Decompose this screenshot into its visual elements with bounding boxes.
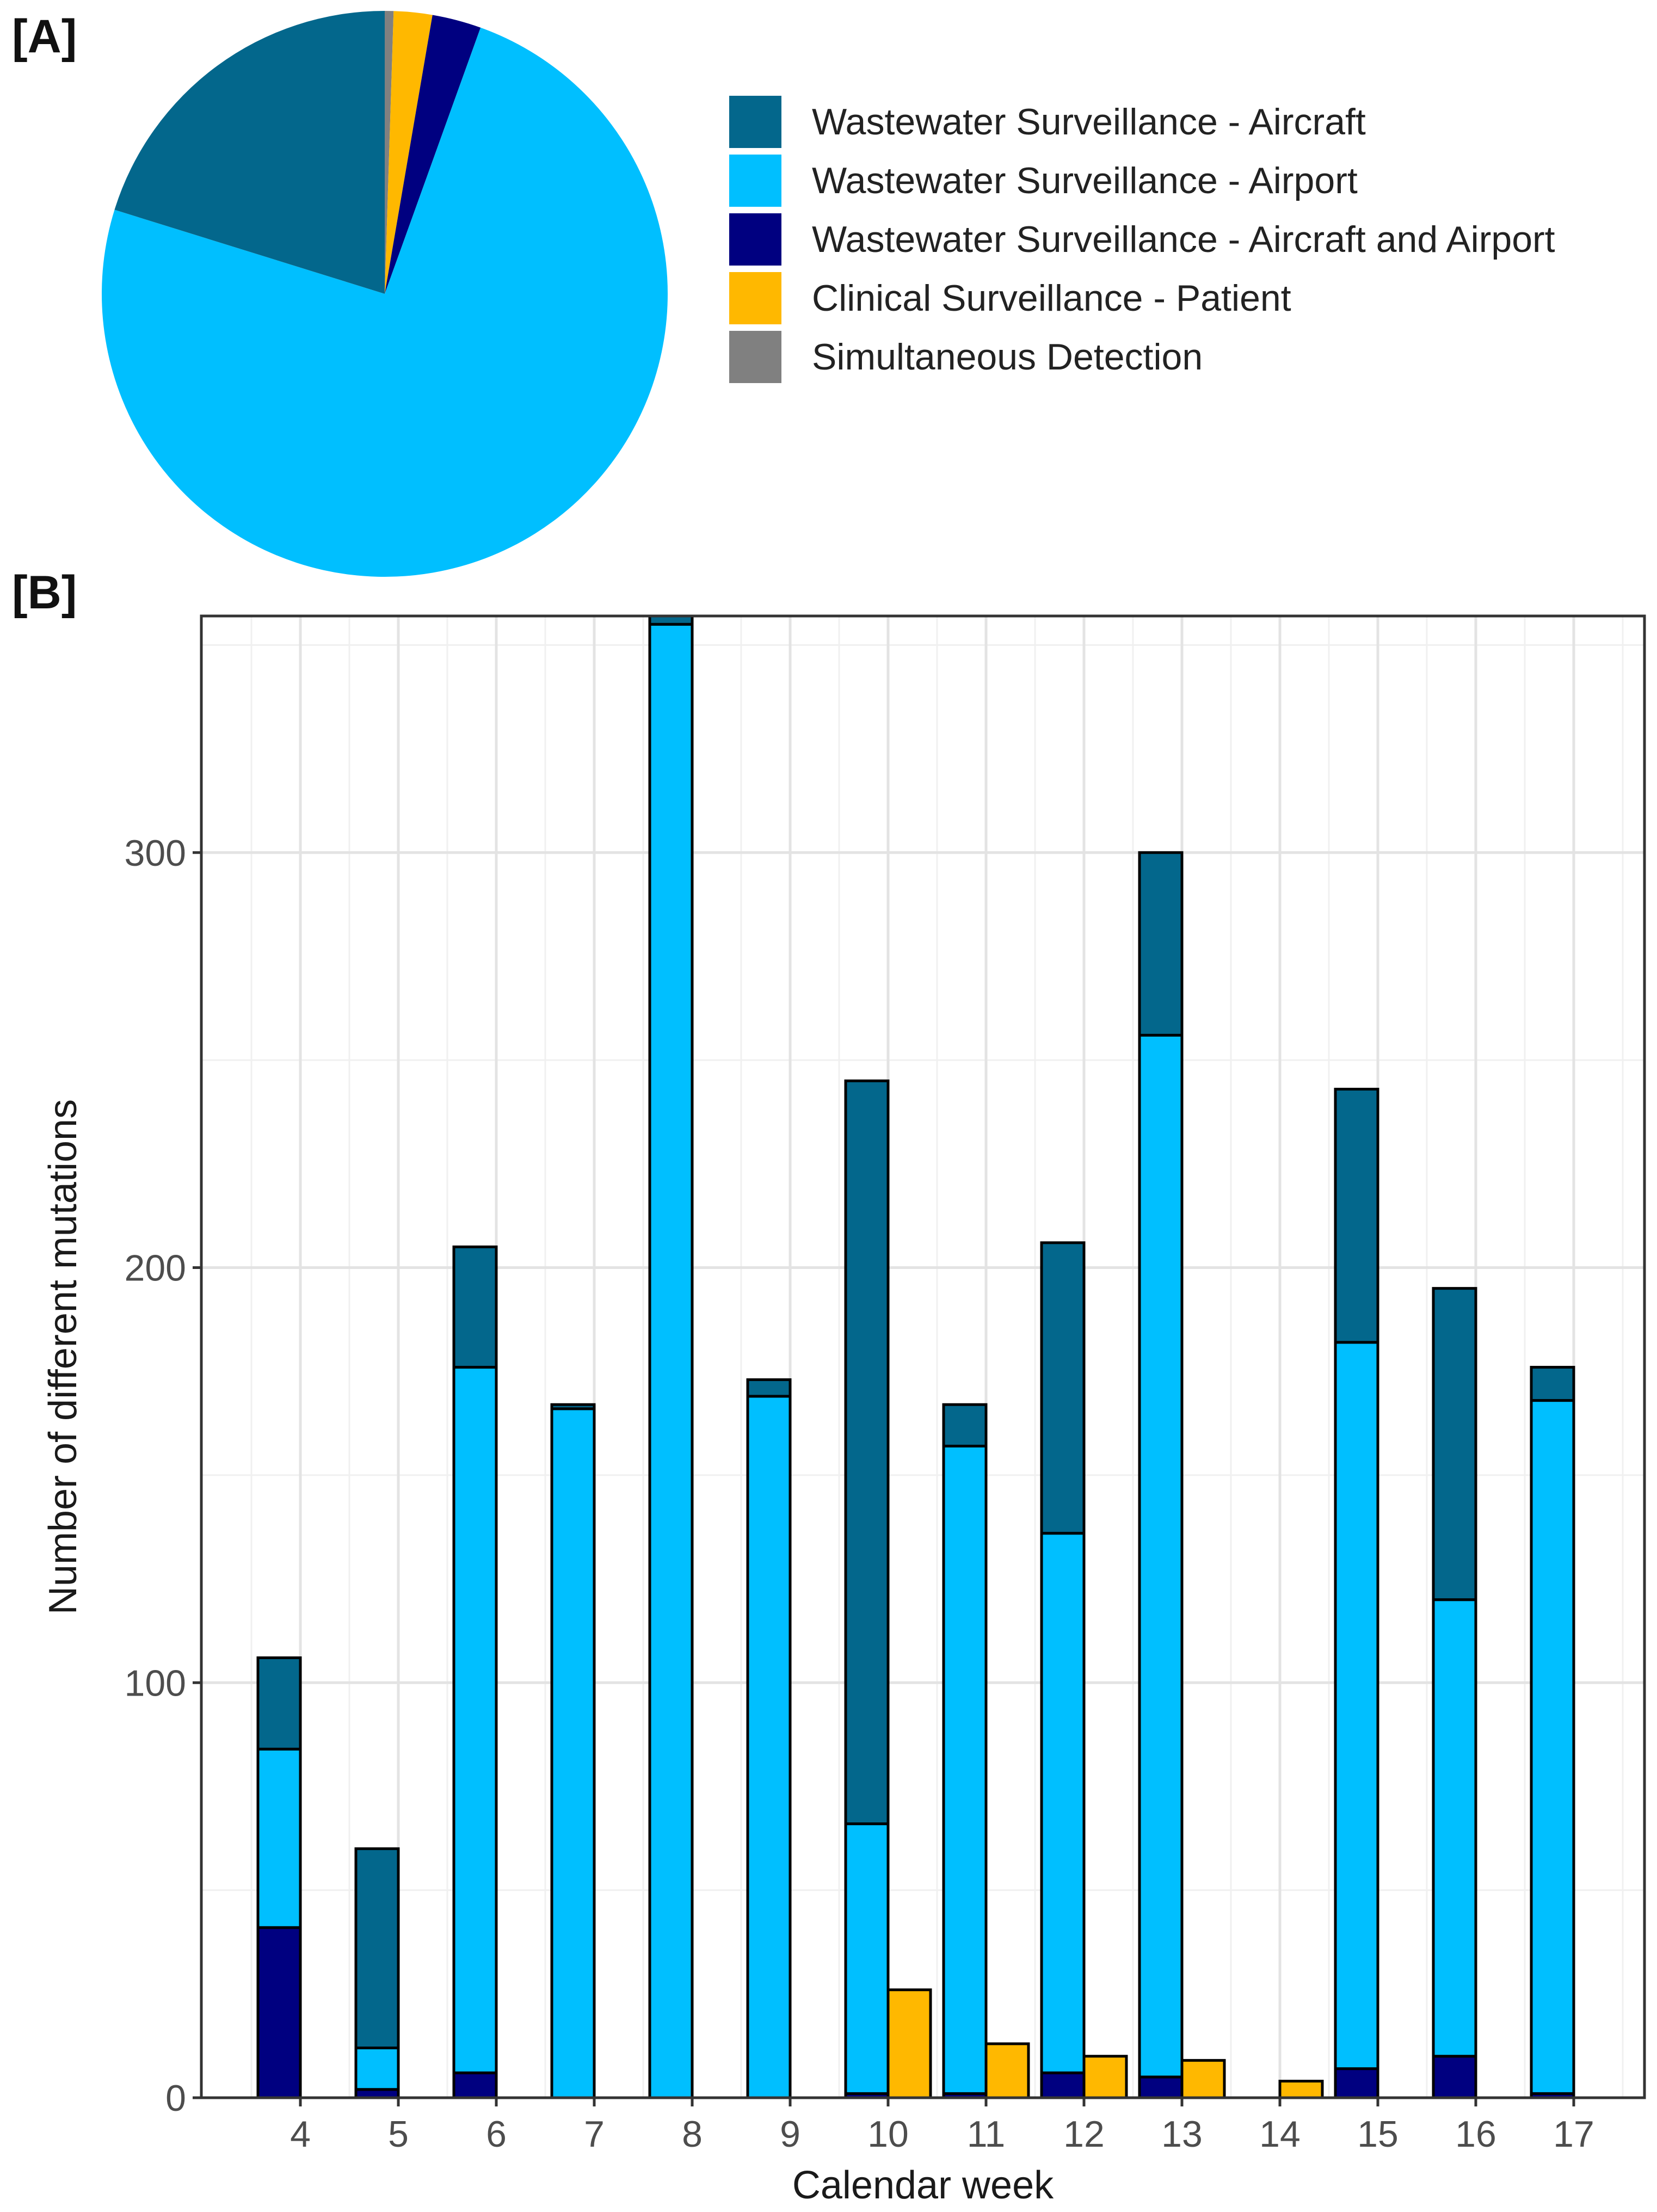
legend-label-simultaneous: Simultaneous Detection: [812, 336, 1203, 378]
legend-item-simultaneous: Simultaneous Detection: [729, 328, 1555, 386]
pie-chart: [102, 11, 668, 577]
legend-item-patient: Clinical Surveillance - Patient: [729, 269, 1555, 328]
pie-slice-aircraft-and-airport: [385, 15, 481, 294]
bar-airport-week-13: [1138, 1033, 1184, 2079]
bar-airport-week-16: [1432, 1598, 1477, 2058]
bar-patient-week-12: [1082, 2055, 1128, 2099]
x-tick-label: 5: [388, 2114, 409, 2155]
legend-swatch-aircraft: [729, 96, 781, 148]
x-tick-label: 9: [780, 2114, 800, 2155]
bar-airport-week-12: [1040, 1532, 1086, 2074]
bar-aircraft-week-4: [256, 1656, 302, 1751]
legend-label-airport: Wastewater Surveillance - Airport: [812, 160, 1358, 201]
panel-b-label: [B]: [12, 566, 77, 619]
x-tick-label: 4: [290, 2114, 311, 2155]
bar-airport-week-9: [746, 1395, 792, 2099]
bar-aircraft-week-16: [1432, 1287, 1477, 1601]
bar-aircraft-week-10: [844, 1079, 890, 1826]
pie-slice-aircraft: [114, 11, 385, 294]
x-axis-title: Calendar week: [792, 2164, 1054, 2207]
bar-aircraft-and-airport-week-16: [1432, 2055, 1477, 2099]
legend-swatch-aircraft-and-airport: [729, 213, 781, 266]
bar-airport-week-6: [452, 1366, 498, 2074]
legend-swatch-patient: [729, 272, 781, 324]
bar-aircraft-week-6: [452, 1245, 498, 1369]
pie-slice-patient: [385, 11, 433, 294]
x-tick-label: 12: [1063, 2114, 1105, 2155]
legend-item-aircraft: Wastewater Surveillance - Aircraft: [729, 93, 1555, 151]
bar-aircraft-week-12: [1040, 1241, 1086, 1535]
y-tick-label: 200: [125, 1248, 186, 1289]
bar-patient-week-13: [1180, 2059, 1226, 2099]
bar-aircraft-week-17: [1530, 1366, 1575, 1402]
bar-aircraft-and-airport-week-13: [1138, 2075, 1184, 2099]
pie-slice-airport: [102, 27, 668, 577]
bar-airport-week-8: [648, 623, 694, 2099]
legend-swatch-airport: [729, 155, 781, 207]
bar-aircraft-week-7: [550, 1403, 596, 1410]
bar-airport-week-15: [1334, 1341, 1379, 2071]
bar-airport-week-7: [550, 1407, 596, 2099]
bar-aircraft-week-9: [746, 1378, 792, 1398]
plot-border: [200, 614, 1646, 2099]
y-tick-label: 0: [165, 2078, 186, 2119]
legend-swatch-simultaneous: [729, 331, 781, 383]
bar-aircraft-week-11: [942, 1403, 988, 1447]
x-tick-label: 8: [682, 2114, 703, 2155]
x-tick-label: 6: [486, 2114, 507, 2155]
x-tick-label: 13: [1161, 2114, 1203, 2155]
x-tick-label: 17: [1553, 2114, 1594, 2155]
panel-a-label: [A]: [12, 10, 77, 63]
bar-aircraft-week-13: [1138, 851, 1184, 1037]
x-tick-label: 7: [584, 2114, 605, 2155]
bar-aircraft-week-15: [1334, 1088, 1379, 1344]
bar-patient-week-14: [1278, 2079, 1324, 2099]
y-tick-label: 100: [125, 1662, 186, 1704]
legend-item-airport: Wastewater Surveillance - Airport: [729, 151, 1555, 210]
y-tick-label: 300: [125, 833, 186, 874]
bar-patient-week-10: [886, 1988, 932, 2099]
bar-airport-week-10: [844, 1822, 890, 2095]
y-axis-title: Number of different mutations: [41, 1099, 85, 1615]
legend-label-aircraft: Wastewater Surveillance - Aircraft: [812, 101, 1366, 143]
bar-aircraft-and-airport-week-12: [1040, 2071, 1086, 2099]
legend-label-patient: Clinical Surveillance - Patient: [812, 278, 1291, 319]
x-tick-label: 10: [867, 2114, 909, 2155]
pie-slice-simultaneous: [385, 11, 394, 294]
legend-label-aircraft-and-airport: Wastewater Surveillance - Aircraft and A…: [812, 219, 1555, 260]
x-tick-label: 15: [1357, 2114, 1399, 2155]
bar-airport-week-4: [256, 1747, 302, 1929]
legend: Wastewater Surveillance - Aircraft Waste…: [729, 93, 1555, 386]
bar-aircraft-and-airport-week-6: [452, 2071, 498, 2099]
bar-aircraft-and-airport-week-4: [256, 1926, 302, 2099]
bar-airport-week-5: [354, 2046, 400, 2091]
bar-aircraft-and-airport-week-15: [1334, 2067, 1379, 2099]
bar-airport-week-17: [1530, 1399, 1575, 2095]
plot-background: [201, 616, 1644, 2098]
x-tick-label: 11: [967, 2114, 1006, 2155]
bar-aircraft-week-5: [354, 1847, 400, 2049]
legend-item-aircraft-and-airport: Wastewater Surveillance - Aircraft and A…: [729, 210, 1555, 269]
bar-airport-week-11: [942, 1444, 988, 2095]
bar-patient-week-11: [984, 2042, 1030, 2099]
x-tick-label: 16: [1455, 2114, 1496, 2155]
x-tick-label: 14: [1259, 2114, 1301, 2155]
